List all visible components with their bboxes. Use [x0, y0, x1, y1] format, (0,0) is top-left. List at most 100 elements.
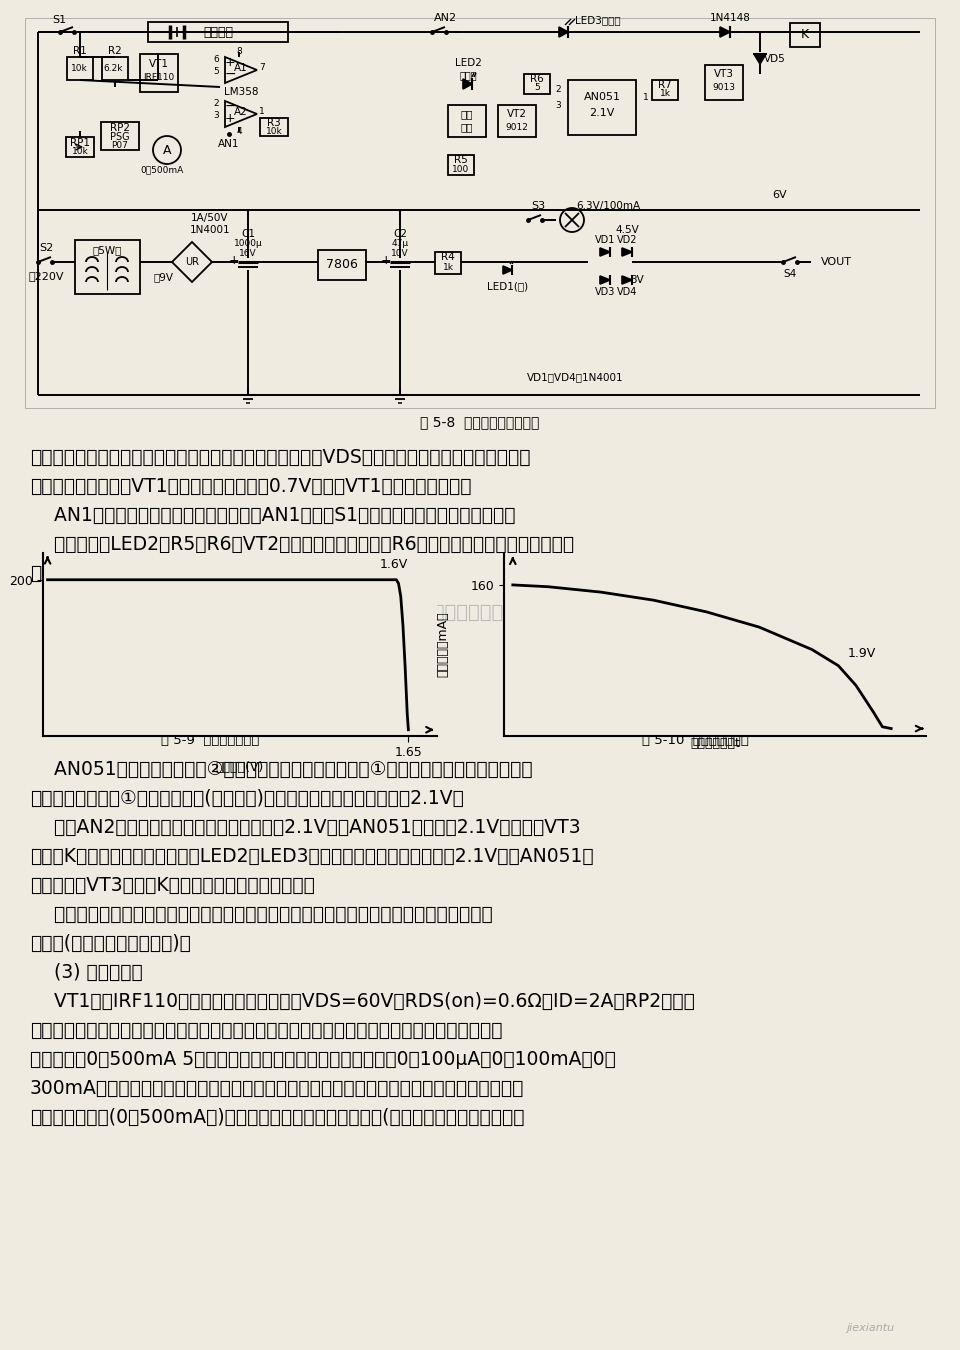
Text: S2: S2: [38, 243, 53, 252]
Polygon shape: [622, 248, 632, 256]
Text: R5: R5: [454, 155, 468, 165]
Text: S3: S3: [531, 201, 545, 211]
Text: 9012: 9012: [506, 123, 528, 131]
Text: 充电电池: 充电电池: [203, 26, 233, 39]
Text: LM358: LM358: [224, 86, 258, 97]
Polygon shape: [600, 275, 610, 284]
Text: VT1: VT1: [149, 59, 169, 69]
Text: 1000μ: 1000μ: [233, 239, 262, 248]
Text: 图 5-10  电池放电特性图: 图 5-10 电池放电特性图: [641, 733, 749, 747]
Text: AN2: AN2: [433, 14, 457, 23]
Text: 16V: 16V: [239, 250, 257, 258]
Text: VT3: VT3: [714, 69, 734, 80]
Text: 电电流并不是恒流，其特性如图5-10所示。: 电电流并不是恒流，其特性如图5-10所示。: [30, 564, 263, 583]
Text: 3V: 3V: [630, 275, 644, 285]
Polygon shape: [225, 57, 257, 82]
Bar: [75, 240, 140, 294]
Text: LED1(绿): LED1(绿): [488, 281, 529, 292]
Text: R7: R7: [659, 80, 672, 90]
Text: RP2: RP2: [110, 123, 130, 134]
Text: (3) 元器件选择: (3) 元器件选择: [30, 963, 143, 981]
Text: VD2: VD2: [616, 235, 637, 244]
Text: AN051是电压检测器。当②脚输入电压高于检测电压时，①脚输出为高电平；当输入电压: AN051是电压检测器。当②脚输入电压高于检测电压时，①脚输出为高电平；当输入电…: [30, 760, 533, 779]
X-axis label: 终止放电时间t: 终止放电时间t: [690, 737, 740, 751]
Text: R3: R3: [267, 117, 281, 128]
Polygon shape: [225, 101, 257, 127]
Polygon shape: [622, 275, 632, 284]
Text: +: +: [381, 254, 392, 266]
Text: 10V: 10V: [391, 250, 409, 258]
Text: VT2: VT2: [507, 109, 527, 119]
Text: jiexiantu: jiexiantu: [846, 1323, 894, 1332]
Text: 2: 2: [213, 100, 219, 108]
Bar: [448, 155, 474, 176]
Text: 100: 100: [452, 165, 469, 174]
Text: 7: 7: [259, 63, 265, 73]
Text: PSG: PSG: [110, 132, 130, 142]
Bar: [102, 57, 128, 80]
Bar: [568, 80, 636, 135]
Text: P07: P07: [111, 140, 129, 150]
Text: 10k: 10k: [266, 127, 282, 135]
Text: ～9V: ～9V: [153, 271, 173, 282]
Text: 9013: 9013: [712, 84, 735, 93]
Text: （红）: （红）: [459, 70, 477, 80]
Text: 1k: 1k: [660, 89, 670, 99]
Text: 0～500mA: 0～500mA: [140, 166, 183, 174]
Polygon shape: [720, 27, 730, 36]
Polygon shape: [754, 54, 766, 63]
Text: 图 5-9  电池充电特性图: 图 5-9 电池充电特性图: [161, 733, 259, 747]
Text: +: +: [228, 254, 239, 266]
Text: 1N4001: 1N4001: [190, 225, 230, 235]
Text: VT1采用IRF110，该器件主要参数如下：VDS=60V，RDS(on)=0.6Ω，ID=2A，RP2采用多: VT1采用IRF110，该器件主要参数如下：VDS=60V，RDS(on)=0.…: [30, 992, 695, 1011]
Text: 出低电平，VT3截止，K释放，触头断开，放电结束。: 出低电平，VT3截止，K释放，触头断开，放电结束。: [30, 876, 315, 895]
Text: VD4: VD4: [617, 288, 637, 297]
Bar: [140, 54, 178, 92]
Text: A: A: [163, 143, 171, 157]
Bar: [705, 65, 743, 100]
Text: ～220V: ～220V: [28, 271, 63, 281]
Bar: [790, 23, 820, 47]
Text: 电流表采用0～500mA 5级精度小尺寸的直流电流表；若有现成的0～100μA、0～100mA、0～: 电流表采用0～500mA 5级精度小尺寸的直流电流表；若有现成的0～100μA、…: [30, 1050, 616, 1069]
Text: 4.5V: 4.5V: [615, 225, 638, 235]
Text: 6: 6: [213, 55, 219, 65]
Bar: [498, 105, 536, 136]
Text: LED2: LED2: [455, 58, 481, 68]
Text: A2: A2: [234, 107, 248, 117]
Bar: [318, 250, 366, 279]
Text: 8: 8: [236, 47, 242, 57]
Text: UR: UR: [185, 256, 199, 267]
Text: 由于放电电流较大，放电结束后因电池内部的化学作用，电压会升高一些，必要时可再放: 由于放电电流较大，放电结束后因电池内部的化学作用，电压会升高一些，必要时可再放: [30, 904, 492, 923]
Text: 300mA的表头，可以采用在电流表上并联自制线绕电阻的方法改制；若没有电流表，可在充电: 300mA的表头，可以采用在电流表上并联自制线绕电阻的方法改制；若没有电流表，可…: [30, 1079, 524, 1098]
Text: R2: R2: [108, 46, 122, 55]
Text: 时串接一万用表(0～500mA挡)，等调完电流后，将万用表取下(电路上要设一个开关，如图: 时串接一万用表(0～500mA挡)，等调完电流后，将万用表取下(电路上要设一个开…: [30, 1108, 524, 1127]
Text: −: −: [225, 68, 236, 81]
Text: R6: R6: [530, 74, 544, 84]
Text: 放电: 放电: [461, 109, 473, 119]
X-axis label: 充电电压(V): 充电电压(V): [216, 760, 264, 774]
Bar: [260, 117, 288, 136]
Text: 2: 2: [556, 85, 561, 93]
Text: LED3（黄）: LED3（黄）: [575, 15, 620, 26]
Text: 1.6V: 1.6V: [380, 559, 408, 571]
Text: 6.2k: 6.2k: [104, 63, 123, 73]
Text: 低于检测电压时，①脚输出低电平(即地电平)。本电路检测器的检测电压为2.1V。: 低于检测电压时，①脚输出低电平(即地电平)。本电路检测器的检测电压为2.1V。: [30, 788, 464, 809]
Bar: [435, 252, 461, 274]
Text: 2.1V: 2.1V: [589, 108, 614, 117]
Text: 1: 1: [259, 108, 265, 116]
Text: S4: S4: [783, 269, 797, 279]
Text: 按下AN2，电池开始放电。当电池电压大于2.1V时，AN051输出高于2.1V的电压，VT3: 按下AN2，电池开始放电。当电池电压大于2.1V时，AN051输出高于2.1V的…: [30, 818, 581, 837]
Text: 1N4148: 1N4148: [709, 14, 751, 23]
Text: VD5: VD5: [764, 54, 786, 63]
Bar: [524, 74, 550, 94]
Polygon shape: [559, 27, 568, 36]
Bar: [652, 80, 678, 100]
Bar: [448, 105, 486, 136]
Bar: [67, 57, 93, 80]
Bar: [101, 122, 139, 150]
Text: IRF110: IRF110: [143, 73, 175, 82]
Text: 器输出低电平，晶闸管截止，继续充电；当电池充满电时，VDS小于基准电压，电压比较器输出高: 器输出低电平，晶闸管截止，继续充电；当电池充满电时，VDS小于基准电压，电压比较…: [30, 448, 531, 467]
Text: VOUT: VOUT: [821, 256, 852, 267]
Text: 5: 5: [534, 82, 540, 92]
Text: 1: 1: [643, 93, 649, 101]
